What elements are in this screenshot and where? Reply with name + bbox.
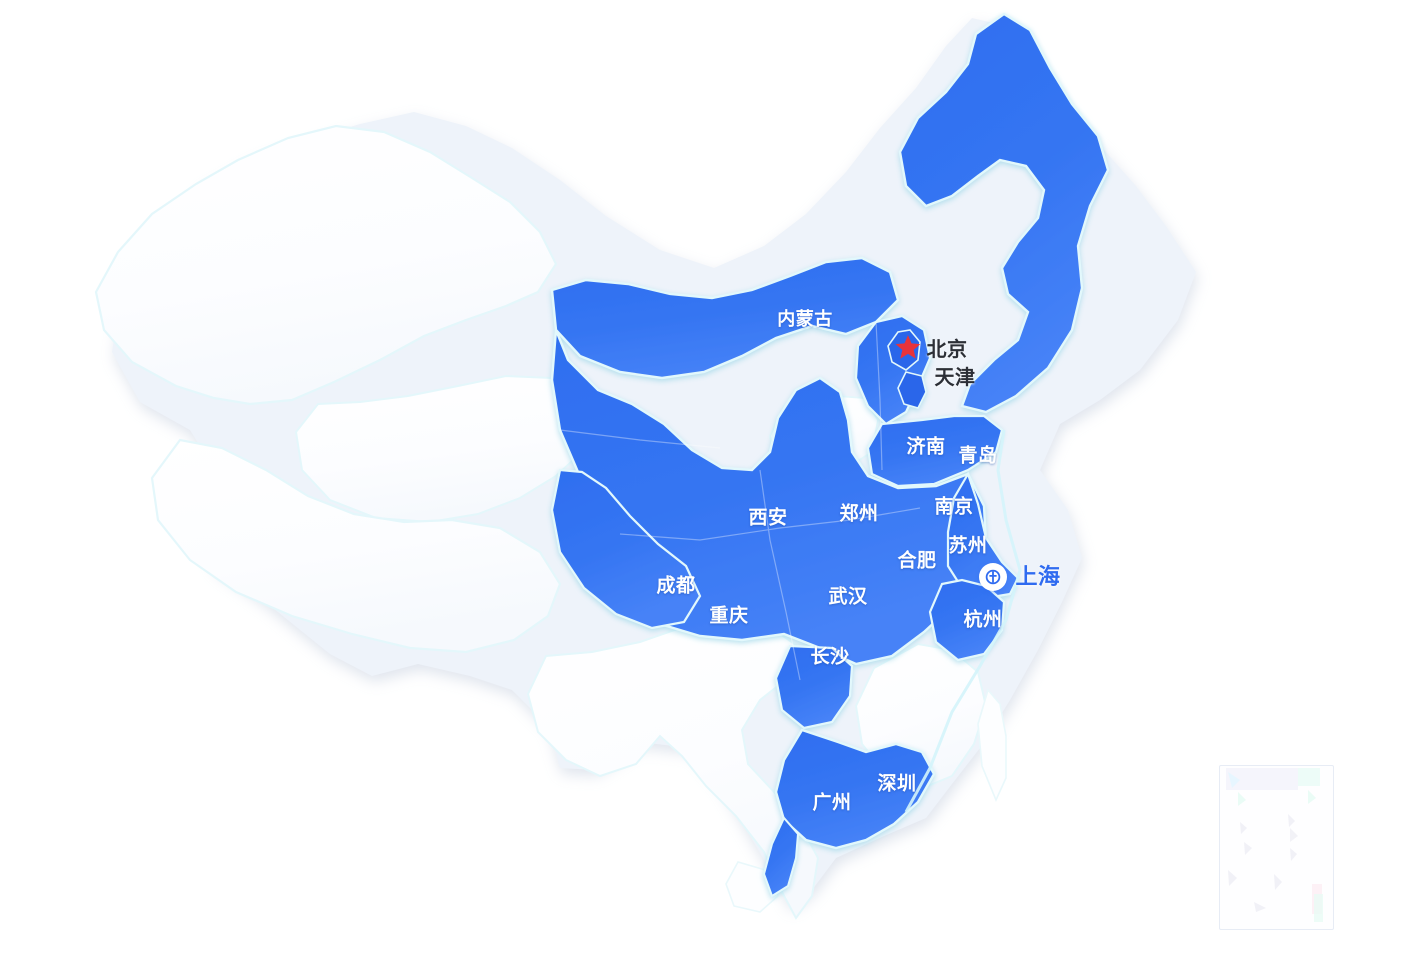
map-label-jinan[interactable]: 济南 [906,435,946,458]
map-label-hefei[interactable]: 合肥 [897,549,937,572]
province-shandong[interactable] [866,414,1004,488]
province-taiwan[interactable] [977,688,1007,803]
node-tianjin-area[interactable] [897,371,927,409]
map-label-shenzhen[interactable]: 深圳 [877,772,917,795]
highlighted-provinces[interactable] [550,12,1110,898]
map-label-wuhan[interactable]: 武汉 [828,585,868,608]
province-xinjiang[interactable] [94,124,558,406]
province-sichuan-chongqing[interactable] [550,468,702,630]
map-label-neimenggu[interactable]: 内蒙古 [777,309,833,330]
map-label-shanghai[interactable]: 上海 [1015,565,1061,590]
inset-islands [1226,768,1323,922]
map-label-beijing[interactable]: 北京 [926,337,968,361]
province-qinghai[interactable] [294,374,606,524]
map-label-chengdu[interactable]: 成都 [656,574,696,597]
map-label-changsha[interactable]: 长沙 [810,645,850,668]
map-label-xian[interactable]: 西安 [748,506,788,529]
beijing-capital-star-marker[interactable] [895,334,921,360]
map-label-nanjing[interactable]: 南京 [934,495,974,518]
province-guangdong[interactable] [774,728,936,850]
south-china-sea-inset-map[interactable] [1219,765,1334,930]
map-label-hangzhou[interactable]: 杭州 [963,608,1003,631]
map-label-tianjin[interactable]: 天津 [934,365,976,389]
map-label-chongqing[interactable]: 重庆 [709,604,749,627]
province-hunan[interactable] [774,644,854,730]
province-guangdong-tail[interactable] [762,816,800,898]
province-tibet[interactable] [150,438,562,654]
province-northeast[interactable] [898,12,1110,414]
coastline [904,429,1022,813]
map-label-qingdao[interactable]: 青岛 [958,444,998,467]
headquarters-icon [985,569,1001,585]
map-label-suzhou[interactable]: 苏州 [948,534,988,557]
province-borders [559,321,921,681]
map-label-guangzhou[interactable]: 广州 [812,791,852,814]
star-icon [895,335,921,359]
province-inner-mongolia[interactable] [550,256,900,380]
shanghai-headquarters-marker[interactable] [979,563,1007,591]
map-label-zhengzhou[interactable]: 郑州 [839,502,879,525]
